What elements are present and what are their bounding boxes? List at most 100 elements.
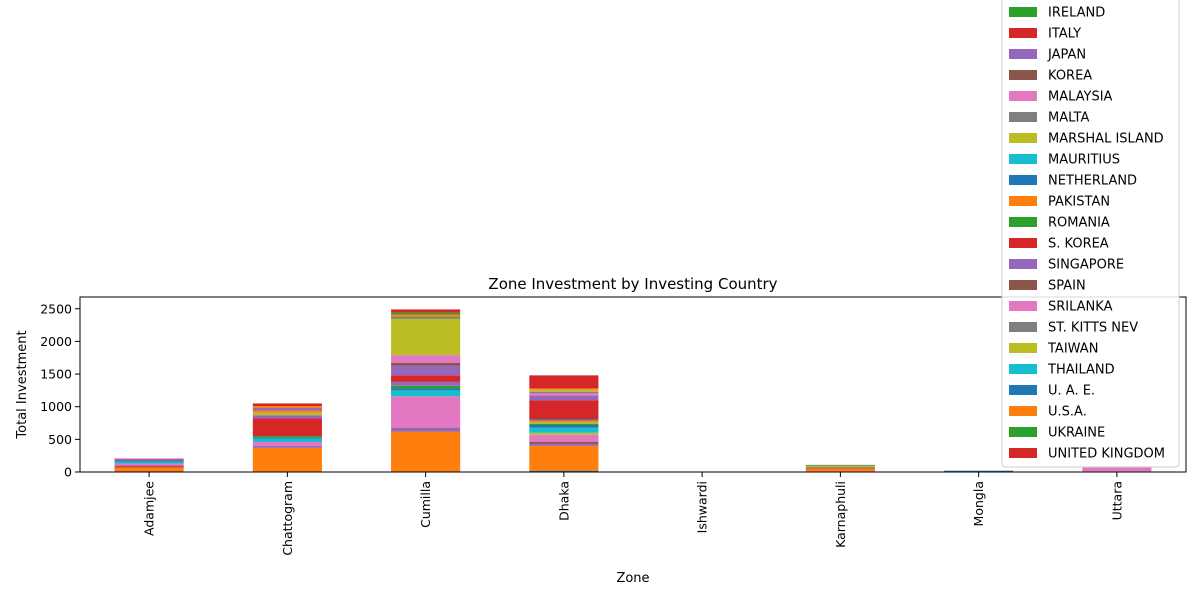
axes-group	[79, 296, 1187, 473]
y-tick-label: 2000	[40, 334, 72, 349]
bar-cumilla-segment-6	[391, 396, 461, 428]
legend-swatch	[1009, 91, 1037, 101]
y-tick-label: 500	[48, 432, 72, 447]
bar-adamjee-segment-15	[114, 458, 184, 459]
x-tick-label-uttara: Uttara	[1109, 481, 1124, 520]
legend-item-italy: ITALY	[1009, 27, 1081, 42]
legend-label: U.S.A.	[1048, 405, 1087, 420]
legend-swatch	[1009, 364, 1037, 374]
legend-swatch	[1009, 427, 1037, 437]
bar-chattogram-segment-1	[252, 447, 322, 472]
bar-cumilla-srilanka	[391, 355, 461, 363]
bar-chattogram-segment-9	[252, 438, 322, 442]
legend-label: SPAIN	[1048, 279, 1086, 294]
legend-swatch	[1009, 196, 1037, 206]
legend-label: JAPAN	[1047, 48, 1086, 63]
bar-chattogram-u-s-a	[252, 406, 322, 409]
bar-karnaphuli-segment-3	[805, 468, 875, 469]
bar-cumilla-taiwan	[391, 318, 461, 356]
legend-swatch	[1009, 238, 1037, 248]
legend-item-mauritius: MAURITIUS	[1009, 153, 1120, 168]
bar-adamjee-segment-3	[114, 466, 184, 468]
y-axis-label: Total Investment	[15, 330, 30, 439]
legend-swatch	[1009, 7, 1037, 17]
bar-adamjee-segment-9	[114, 461, 184, 464]
legend-item-malta: MALTA	[1009, 111, 1089, 126]
legend-item-korea: KOREA	[1009, 69, 1092, 84]
bar-cumilla-segment-1	[391, 431, 461, 472]
legend-item-u-a-e: U. A. E.	[1009, 384, 1095, 399]
legend-item-marshal-island: MARSHAL ISLAND	[1009, 132, 1164, 147]
legend-frame	[1001, 0, 1180, 468]
legend-label: S. KOREA	[1048, 237, 1109, 252]
y-ticks: 0 500 1000 1500 2000 2500	[40, 301, 80, 480]
bar-adamjee-segment-4	[114, 465, 184, 467]
bar-chattogram-singapore	[252, 408, 322, 411]
legend-swatch	[1009, 28, 1037, 38]
x-tick-label-adamjee: Adamjee	[142, 481, 157, 536]
legend-item-singapore: SINGAPORE	[1009, 258, 1124, 273]
legend-item-netherland: NETHERLAND	[1009, 174, 1137, 189]
legend-swatch	[1009, 217, 1037, 227]
legend-item-spain: SPAIN	[1009, 279, 1086, 294]
bar-adamjee-segment-13	[114, 459, 184, 461]
legend-swatch	[1009, 406, 1037, 416]
chart-title: Zone Investment by Investing Country	[488, 275, 777, 293]
legend-item-u-s-a: U.S.A.	[1009, 405, 1087, 420]
bar-cumilla-united-kingdom	[391, 309, 461, 313]
legend-swatch	[1009, 322, 1037, 332]
bar-dhaka-segment-1	[529, 445, 599, 471]
legend-item-st-kitts-nev: ST. KITTS NEV	[1009, 321, 1138, 336]
bar-chattogram-segment-17	[252, 410, 322, 413]
legend-item-thailand: THAILAND	[1009, 363, 1115, 378]
legend-label: ITALY	[1048, 27, 1081, 42]
legend-item-pakistan: PAKISTAN	[1009, 195, 1110, 210]
legend-item-romania: ROMANIA	[1009, 216, 1110, 231]
legend-label: NETHERLAND	[1048, 174, 1137, 189]
bar-cumilla-japan	[391, 381, 461, 386]
legend-label: UNITED KINGDOM	[1048, 447, 1165, 462]
bar-chattogram-segment-16	[252, 412, 322, 416]
bar-cumilla-segment-12	[391, 385, 461, 389]
legend-swatch	[1009, 133, 1037, 143]
bar-dhaka-united-kingdom	[529, 375, 599, 389]
bar-dhaka-netherland	[529, 419, 599, 421]
bar-dhaka-srilanka	[529, 392, 599, 396]
legend-item-malaysia: MALAYSIA	[1009, 90, 1113, 105]
legend-item-taiwan: TAIWAN	[1009, 342, 1098, 357]
legend-swatch	[1009, 343, 1037, 353]
y-tick-label: 2500	[40, 301, 72, 316]
bar-dhaka-u-s-a	[529, 388, 599, 390]
bar-dhaka-segment-12	[529, 423, 599, 425]
legend-label: SRILANKA	[1048, 300, 1113, 315]
x-tick-label-cumilla: Cumilla	[418, 481, 433, 528]
legend-item-japan: JAPAN	[1009, 48, 1086, 63]
bar-dhaka-segment-10	[529, 424, 599, 428]
legend-swatch	[1009, 301, 1037, 311]
legend-label: ROMANIA	[1048, 216, 1110, 231]
legend: IRELAND ITALY JAPAN KOREA MALAYSIA MALTA MARSH…	[1001, 0, 1180, 468]
x-tick-label-karnaphuli: Karnaphuli	[833, 481, 848, 548]
bar-mongla-segment-0	[944, 470, 1014, 472]
x-ticks: Adamjee Chattogram Cumilla Dhaka Ishwardi Kar…	[142, 472, 1124, 556]
bar-dhaka-segment-0	[529, 470, 599, 472]
legend-label: TAIWAN	[1047, 342, 1098, 357]
bar-dhaka-segment-17	[529, 420, 599, 423]
legend-label: MALTA	[1048, 111, 1089, 126]
bar-dhaka-singapore	[529, 395, 599, 401]
legend-item-s-korea: S. KOREA	[1009, 237, 1109, 252]
legend-label: SINGAPORE	[1048, 258, 1124, 273]
bar-adamjee-segment-14	[114, 458, 184, 460]
legend-swatch	[1009, 49, 1037, 59]
bar-chattogram-segment-10	[252, 437, 322, 439]
legend-swatch	[1009, 70, 1037, 80]
legend-swatch	[1009, 175, 1037, 185]
bar-dhaka-segment-4	[529, 443, 599, 446]
bar-chattogram-segment-4	[252, 445, 322, 448]
legend-swatch	[1009, 448, 1037, 458]
legend-item-srilanka: SRILANKA	[1009, 300, 1113, 315]
legend-label: IRELAND	[1048, 6, 1105, 21]
legend-label: THAILAND	[1047, 363, 1115, 378]
bar-chattogram-segment-6	[252, 441, 322, 446]
legend-label: UKRAINE	[1048, 426, 1105, 441]
